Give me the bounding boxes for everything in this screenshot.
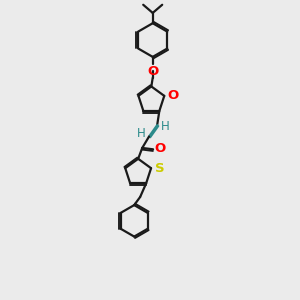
Text: O: O: [147, 65, 158, 78]
Text: H: H: [161, 120, 170, 133]
Text: O: O: [155, 142, 166, 155]
Text: O: O: [168, 89, 179, 102]
Text: S: S: [154, 162, 164, 175]
Text: H: H: [137, 127, 146, 140]
